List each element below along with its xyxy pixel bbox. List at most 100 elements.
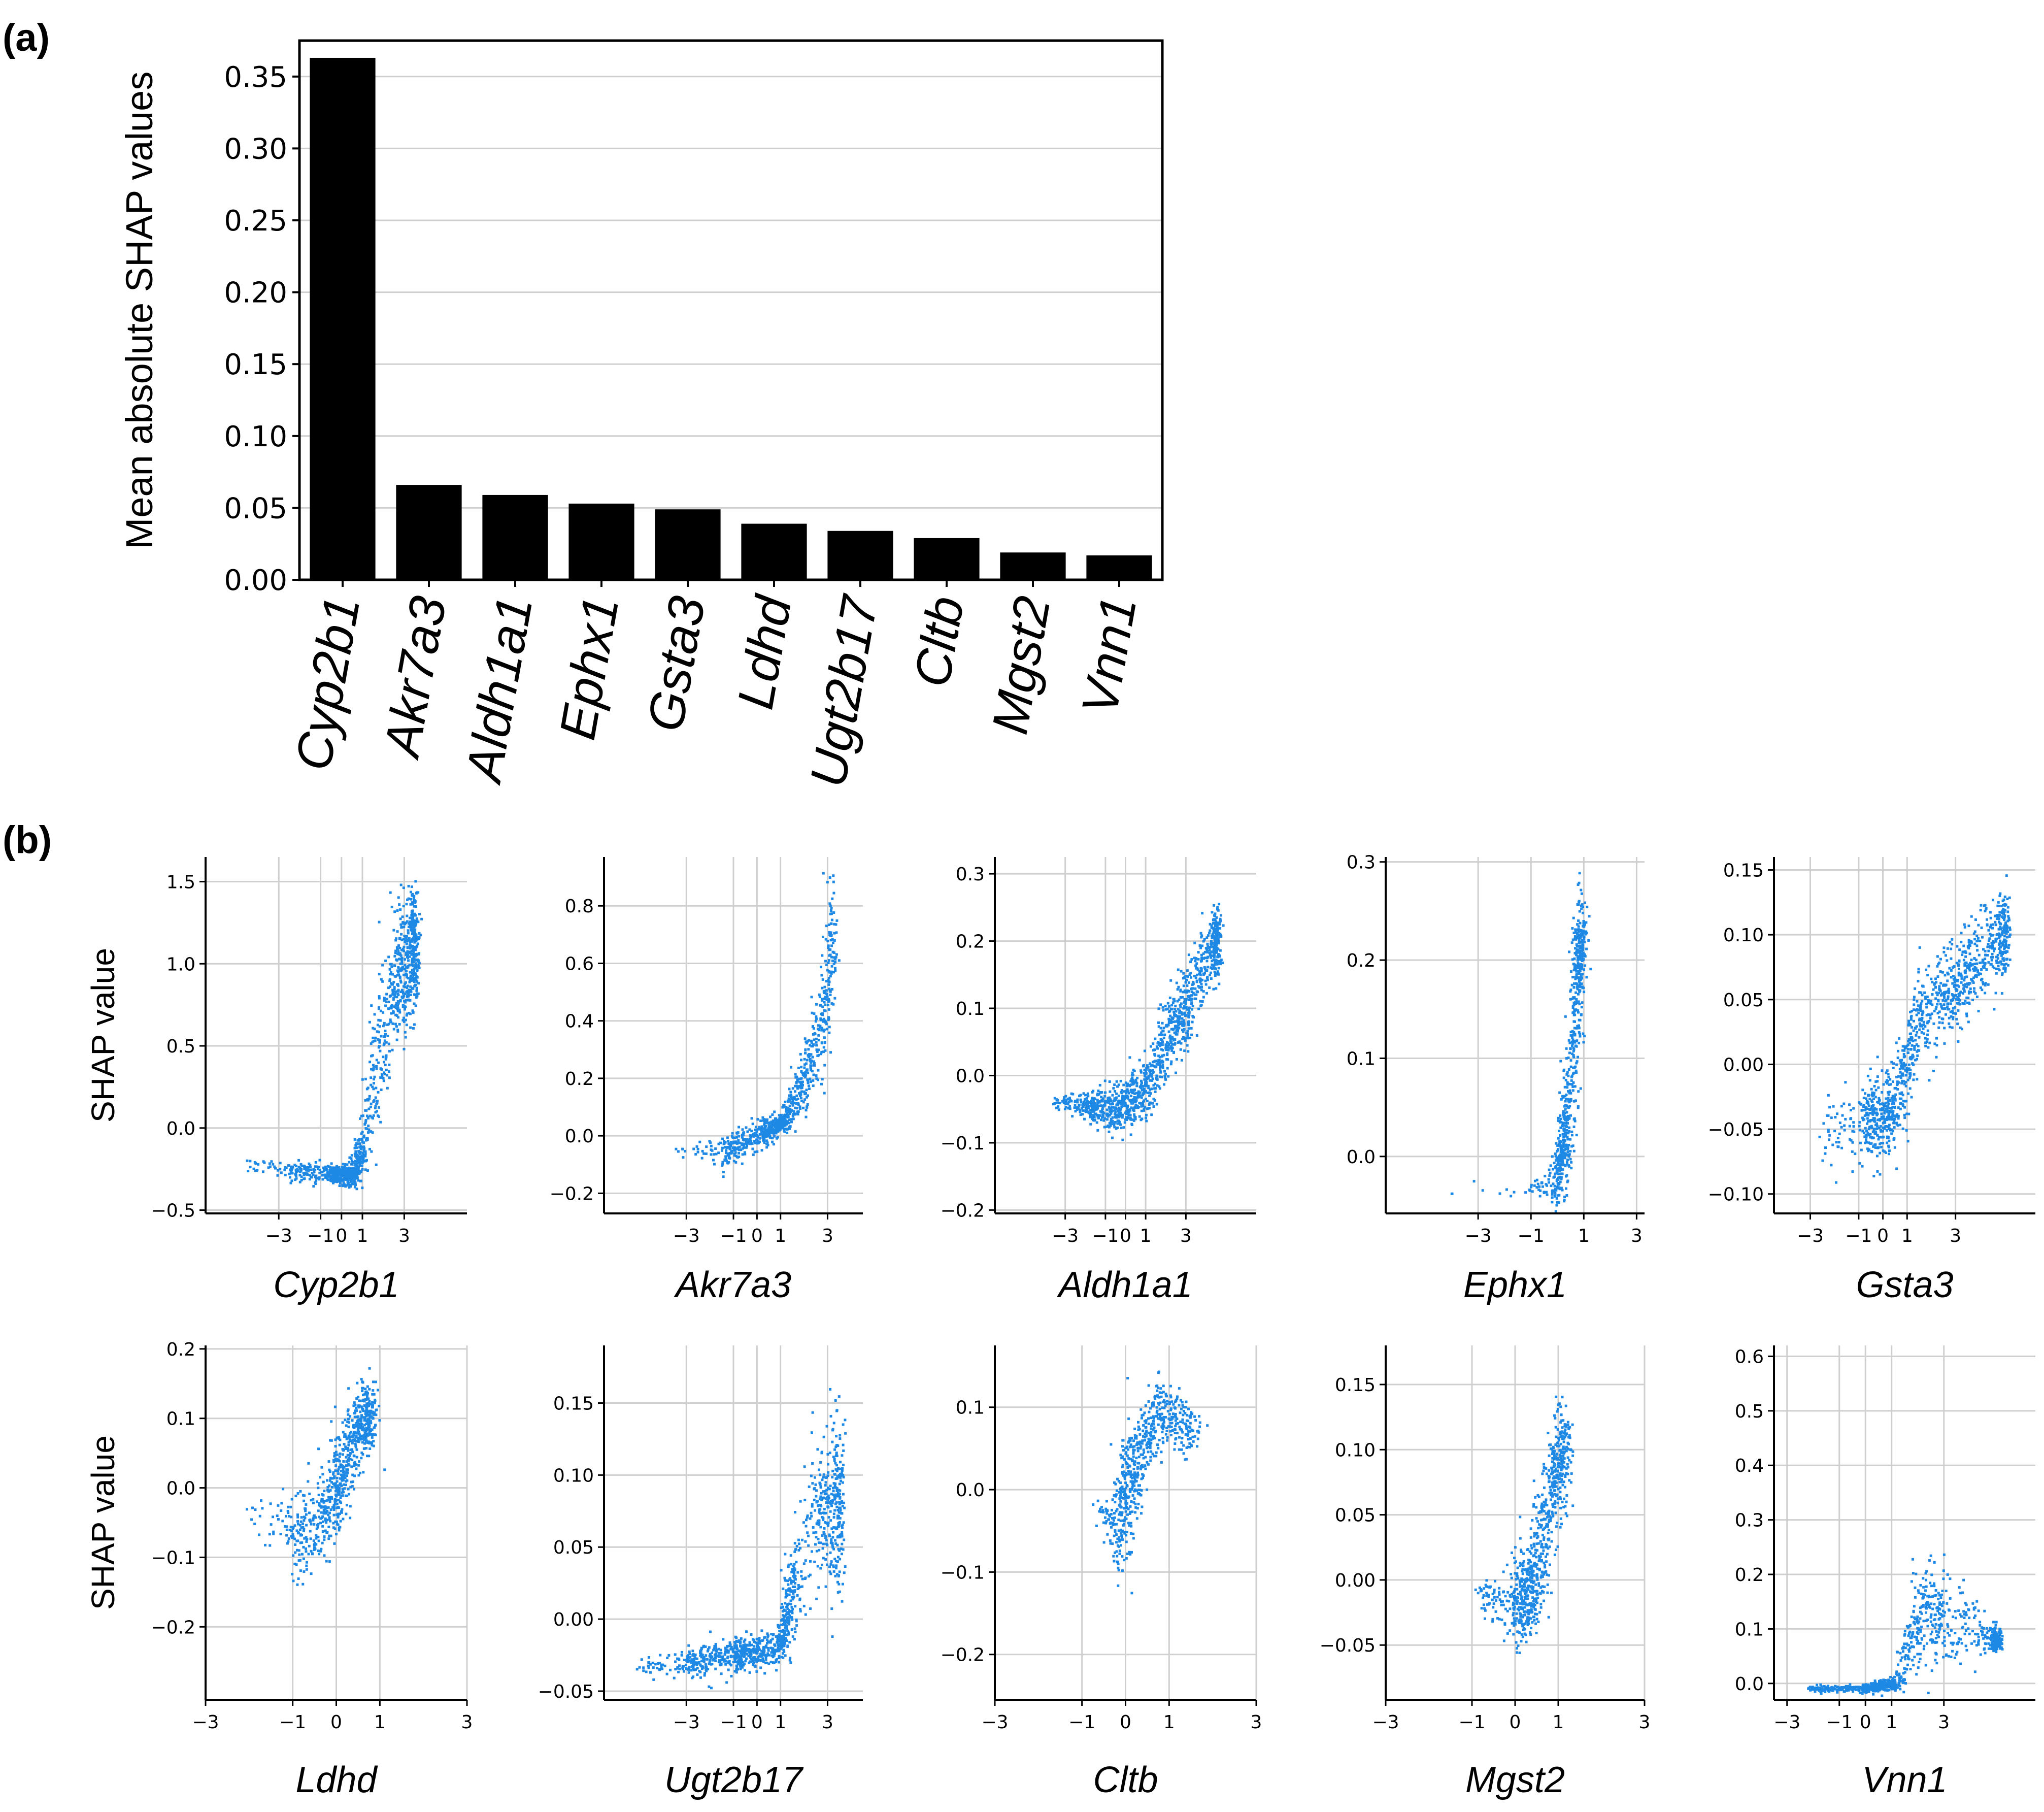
scatter-point <box>770 1132 774 1135</box>
scatter-point <box>1083 1117 1086 1121</box>
scatter-point <box>1074 1099 1077 1102</box>
scatter-point <box>787 1113 790 1116</box>
bar-Ugt2b17 <box>827 531 893 580</box>
scatter-point <box>360 1132 363 1135</box>
scatter-point <box>1886 1116 1889 1119</box>
scatter-point <box>1914 1027 1917 1030</box>
scatter-point <box>1213 970 1216 973</box>
scatter-point <box>1953 976 1956 979</box>
scatter-point <box>361 1155 364 1158</box>
scatter-point <box>1924 995 1927 998</box>
scatter-point <box>816 1050 819 1053</box>
scatter-point <box>1938 961 1941 964</box>
scatter-point <box>1879 1173 1882 1176</box>
scatter-point <box>828 931 831 934</box>
scatter-point <box>343 1163 346 1166</box>
scatter-point <box>770 1122 773 1125</box>
scatter-point <box>823 1036 826 1039</box>
scatter-point <box>1582 919 1585 923</box>
scatter-point <box>1220 914 1223 917</box>
scatter-point <box>830 972 833 975</box>
scatter-point <box>788 1122 791 1125</box>
scatter-point <box>398 1008 401 1011</box>
scatter-point <box>1183 1028 1186 1031</box>
scatter-point <box>1577 1002 1580 1005</box>
scatter-point <box>1167 1042 1170 1045</box>
scatter-point <box>414 880 417 883</box>
scatter-point <box>1164 1043 1167 1046</box>
scatter-point <box>1142 1101 1145 1104</box>
scatter-point <box>1212 945 1215 948</box>
scatter-point <box>409 903 412 906</box>
scatter-point <box>413 939 416 942</box>
scatter-point <box>1108 1113 1111 1116</box>
scatter-y-tick-label: −0.5 <box>151 1201 195 1222</box>
scatter-point <box>1186 975 1189 978</box>
bar-Cltb <box>914 538 980 580</box>
scatter-point <box>1169 1045 1172 1048</box>
scatter-point <box>1125 1110 1128 1113</box>
scatter-point <box>409 999 412 1002</box>
scatter-point <box>1081 1113 1084 1116</box>
scatter-point <box>1919 1004 1922 1007</box>
scatter-point <box>822 1030 825 1033</box>
scatter-point <box>1559 1159 1562 1162</box>
scatter-point <box>1088 1111 1091 1114</box>
scatter-point <box>1567 1143 1570 1146</box>
scatter-point <box>1200 970 1203 973</box>
scatter-point <box>383 1073 386 1076</box>
scatter-point <box>396 947 399 950</box>
scatter-point <box>1568 1089 1571 1092</box>
scatter-point <box>396 930 399 933</box>
scatter-point <box>1556 1144 1559 1147</box>
scatter-point <box>1864 1127 1867 1130</box>
scatter-point <box>400 948 403 951</box>
scatter-point <box>410 990 413 993</box>
scatter-point <box>820 1050 823 1053</box>
scatter-point <box>327 1165 330 1168</box>
scatter-point <box>1150 1065 1153 1068</box>
scatter-point <box>370 1083 373 1086</box>
scatter-point <box>1108 1080 1111 1083</box>
scatter-point <box>1821 1159 1824 1162</box>
scatter-point <box>1948 1022 1951 1025</box>
scatter-x-tick-label: −3 <box>1465 1226 1492 1246</box>
scatter-point <box>783 1130 786 1133</box>
scatter-point <box>375 1102 378 1105</box>
scatter-point <box>1214 973 1217 976</box>
scatter-point <box>1124 1081 1127 1084</box>
scatter-point <box>1184 981 1187 984</box>
scatter-point <box>1166 1002 1169 1005</box>
scatter-point <box>1956 1023 1959 1026</box>
scatter-point <box>790 1095 793 1098</box>
scatter-point <box>830 922 833 925</box>
scatter-point <box>738 1126 741 1129</box>
scatter-point <box>1140 1085 1143 1088</box>
scatter-point <box>738 1145 741 1148</box>
scatter-point <box>1080 1107 1083 1110</box>
scatter-point <box>1179 996 1182 999</box>
scatter-point <box>1582 932 1585 935</box>
scatter-point <box>361 1114 364 1117</box>
scatter-point <box>390 905 393 908</box>
scatter-point <box>1092 1100 1095 1103</box>
scatter-point <box>808 1084 811 1088</box>
scatter-point <box>414 972 417 975</box>
scatter-point <box>1580 935 1583 938</box>
scatter-point <box>1109 1110 1112 1113</box>
scatter-point <box>1876 1080 1879 1083</box>
scatter-point <box>1578 1033 1581 1036</box>
scatter-point <box>745 1146 748 1149</box>
scatter-point <box>1866 1122 1869 1125</box>
scatter-point <box>1566 1163 1569 1166</box>
scatter-point <box>1559 1153 1562 1156</box>
scatter-point <box>363 1123 366 1126</box>
scatter-point <box>1144 1075 1147 1078</box>
scatter-point <box>1134 1078 1137 1081</box>
scatter-point <box>1560 1150 1563 1154</box>
scatter-point <box>343 1173 346 1176</box>
scatter-point <box>1174 1020 1177 1023</box>
scatter-point <box>1947 973 1950 976</box>
scatter-point <box>729 1143 732 1146</box>
scatter-point <box>1576 965 1579 968</box>
